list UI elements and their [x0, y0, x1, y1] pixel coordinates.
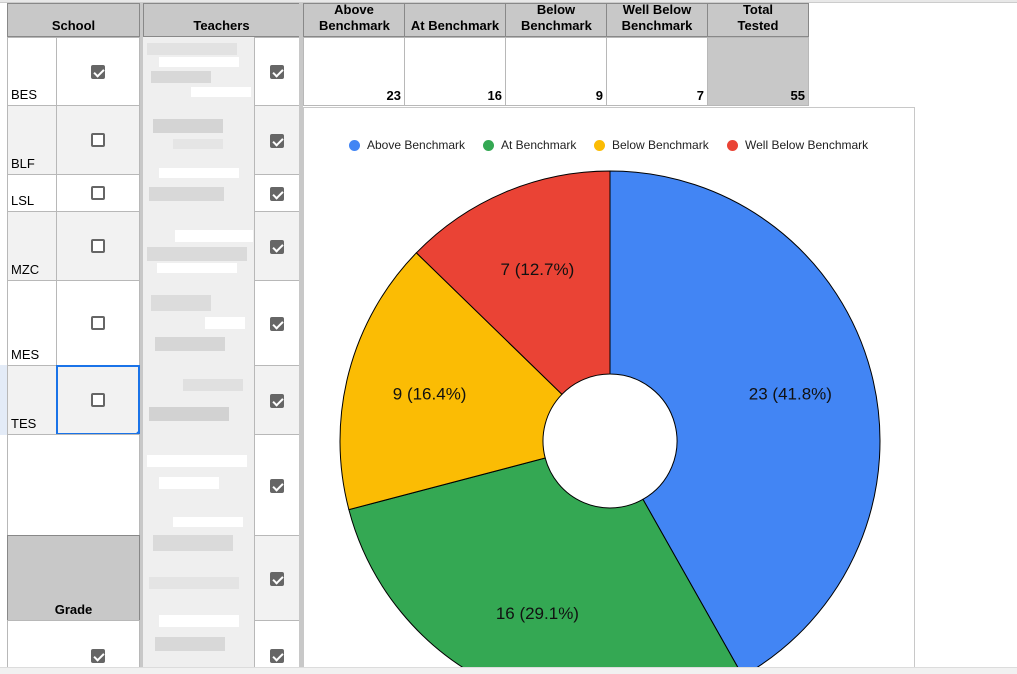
school-label: MES [11, 347, 40, 362]
legend-dot-above-icon [349, 139, 360, 151]
school-row-mes[interactable]: MES [7, 280, 57, 366]
school-checkbox-lsl[interactable] [91, 186, 105, 200]
slice-well-below-benchmark[interactable] [415, 170, 611, 396]
school-row-tes[interactable]: TES [7, 365, 57, 435]
school-checkbox-bes[interactable] [91, 65, 105, 79]
summary-header-label: Below Benchmark [521, 2, 592, 33]
slice-at-benchmark-label: 16 (29.1%) [496, 604, 579, 623]
row-header-highlight [0, 365, 7, 435]
legend-dot-well-below-icon [727, 139, 738, 151]
teachers-header-label: Teachers [193, 18, 250, 33]
at-benchmark-value-cell[interactable]: 16 [404, 37, 506, 106]
school-checkbox-cell-selected[interactable] [56, 365, 140, 435]
well-below-benchmark-count: 7 [696, 88, 704, 103]
well-below-benchmark-header: Well Below Benchmark [606, 2, 708, 37]
teacher-names-redacted [143, 37, 255, 674]
column-divider [299, 3, 303, 674]
school-checkbox-cell[interactable] [56, 174, 140, 212]
below-benchmark-count: 9 [595, 88, 603, 103]
grade-header: Grade [7, 535, 140, 621]
school-checkbox-cell[interactable] [56, 211, 140, 281]
slice-at-benchmark[interactable] [348, 457, 743, 674]
legend-label: Well Below Benchmark [745, 138, 869, 152]
school-header-label: School [51, 18, 96, 33]
grade-checkbox[interactable] [91, 649, 105, 663]
summary-header-label: At Benchmark [410, 18, 500, 33]
at-benchmark-header: At Benchmark [404, 3, 506, 37]
school-checkbox-tes[interactable] [91, 393, 105, 407]
teacher-checkbox-cell[interactable] [254, 365, 300, 435]
teacher-checkbox[interactable] [270, 187, 284, 201]
slice-below-benchmark-label: 9 (16.4%) [393, 385, 467, 404]
at-benchmark-count: 16 [487, 88, 502, 103]
teacher-checkbox-cell[interactable] [254, 620, 300, 674]
top-row-strip [0, 0, 1017, 3]
summary-header-label: Above Benchmark [319, 2, 390, 33]
school-checkbox-mes[interactable] [91, 316, 105, 330]
legend-well-below-benchmark: Well Below Benchmark [727, 138, 868, 152]
summary-header-label: Total Tested [737, 2, 779, 33]
school-row-lsl[interactable]: LSL [7, 174, 57, 212]
school-label: LSL [11, 193, 35, 208]
school-checkbox-blf[interactable] [91, 133, 105, 147]
teacher-checkbox[interactable] [270, 240, 284, 254]
school-checkbox-cell[interactable] [56, 37, 140, 106]
well-below-benchmark-value-cell[interactable]: 7 [606, 37, 708, 106]
donut-chart: 23 (41.8%) 16 (29.1%) 9 (16.4%) 7 (12.7%) [339, 170, 881, 674]
school-row-mzc[interactable]: MZC [7, 211, 57, 281]
above-benchmark-count: 23 [386, 88, 401, 103]
teacher-checkbox-cell[interactable] [254, 434, 300, 536]
school-row-bes[interactable]: BES [7, 37, 57, 106]
legend-below-benchmark: Below Benchmark [594, 138, 709, 152]
slice-above-benchmark[interactable] [609, 170, 881, 674]
slice-well-below-benchmark-label: 7 (12.7%) [501, 260, 575, 279]
column-divider [140, 3, 143, 674]
grade-header-label: Grade [54, 602, 93, 617]
summary-header-label: Well Below Benchmark [621, 2, 693, 33]
teacher-checkbox[interactable] [270, 649, 284, 663]
donut-chart-container[interactable]: Above Benchmark At Benchmark Below Bench… [303, 107, 915, 674]
total-tested-value-cell[interactable]: 55 [707, 37, 809, 106]
legend-label: Below Benchmark [612, 138, 709, 152]
teacher-checkbox-cell[interactable] [254, 105, 300, 175]
teacher-checkbox[interactable] [270, 134, 284, 148]
legend-label: At Benchmark [501, 138, 577, 152]
below-benchmark-header: Below Benchmark [505, 2, 607, 37]
teacher-checkbox-cell[interactable] [254, 37, 300, 106]
school-checkbox-cell[interactable] [56, 280, 140, 366]
teacher-checkbox[interactable] [270, 572, 284, 586]
slice-above-benchmark-label: 23 (41.8%) [749, 385, 832, 404]
legend-above-benchmark: Above Benchmark [349, 138, 465, 152]
school-checkbox-cell[interactable] [56, 105, 140, 175]
total-tested-count: 55 [790, 88, 805, 103]
school-label: TES [11, 416, 37, 431]
teacher-checkbox[interactable] [270, 479, 284, 493]
legend-label: Above Benchmark [367, 138, 466, 152]
school-checkbox-mzc[interactable] [91, 239, 105, 253]
school-label: BLF [11, 156, 35, 171]
school-label: MZC [11, 262, 40, 277]
legend-dot-below-icon [594, 139, 605, 151]
teacher-checkbox[interactable] [270, 394, 284, 408]
legend-at-benchmark: At Benchmark [483, 138, 576, 152]
teacher-checkbox-cell[interactable] [254, 174, 300, 212]
teacher-checkbox-cell[interactable] [254, 535, 300, 621]
teacher-checkbox[interactable] [270, 317, 284, 331]
grade-row[interactable] [7, 620, 140, 674]
above-benchmark-value-cell[interactable]: 23 [303, 37, 405, 106]
below-benchmark-value-cell[interactable]: 9 [505, 37, 607, 106]
school-row-blf[interactable]: BLF [7, 105, 57, 175]
teacher-checkbox[interactable] [270, 65, 284, 79]
school-empty-cell [7, 434, 140, 536]
bottom-scroll-strip [0, 667, 1017, 674]
above-benchmark-header: Above Benchmark [303, 2, 405, 37]
teachers-header: Teachers [143, 3, 300, 37]
school-label: BES [11, 87, 38, 102]
school-header: School [7, 3, 140, 37]
teacher-checkbox-cell[interactable] [254, 280, 300, 366]
total-tested-header: Total Tested [707, 2, 809, 37]
teacher-checkbox-cell[interactable] [254, 211, 300, 281]
slice-below-benchmark[interactable] [339, 252, 563, 511]
legend-dot-at-icon [483, 139, 494, 151]
